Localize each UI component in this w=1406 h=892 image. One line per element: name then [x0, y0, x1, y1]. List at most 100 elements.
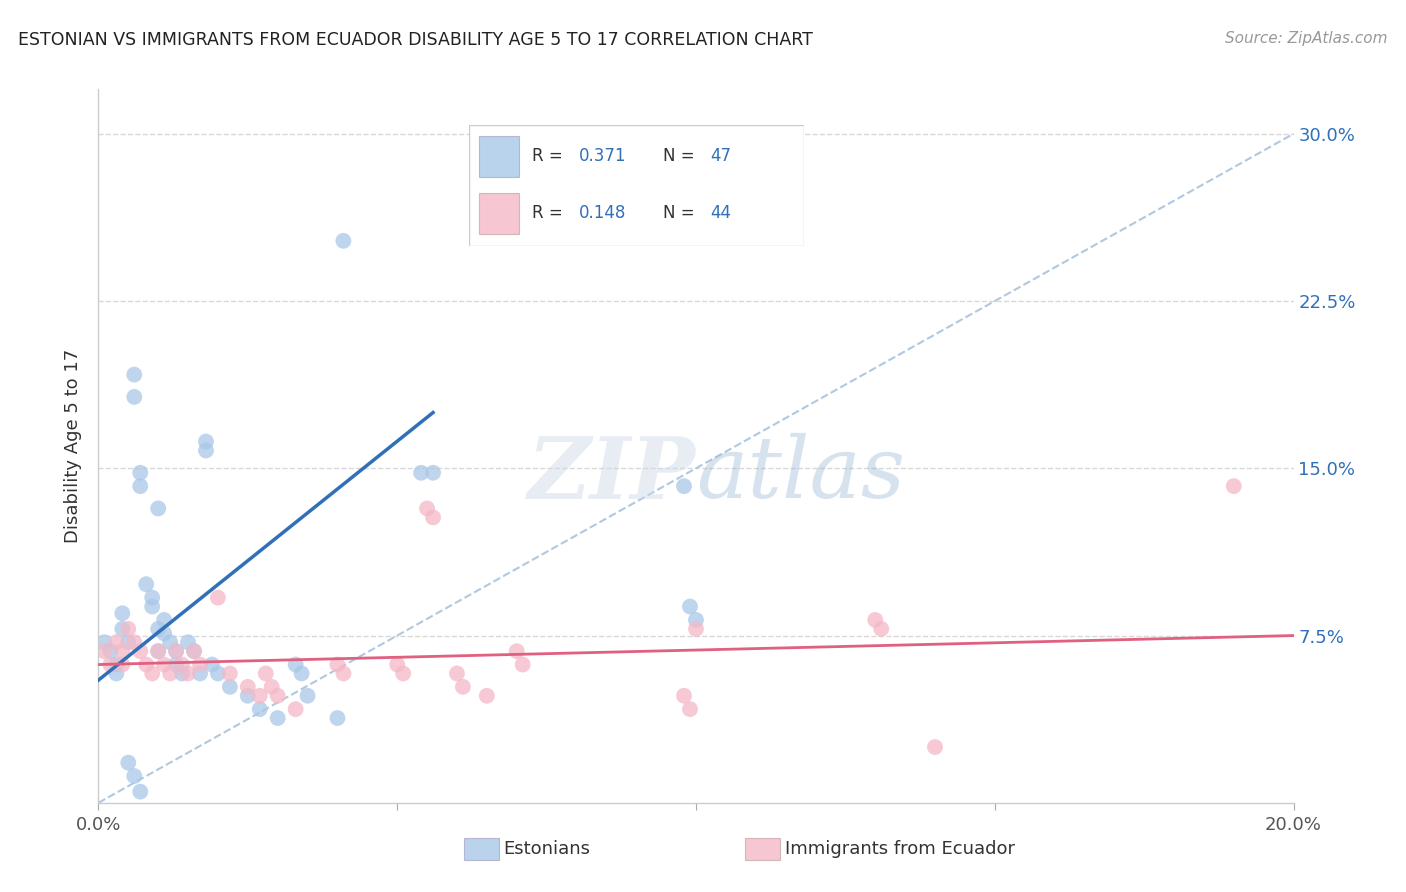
- Point: [135, 657, 157, 672]
- Point: [260, 680, 283, 694]
- Text: atlas: atlas: [696, 434, 905, 516]
- Point: [297, 689, 319, 703]
- Text: Immigrants from Ecuador: Immigrants from Ecuador: [785, 840, 1015, 858]
- Point: [129, 466, 152, 480]
- Point: [207, 666, 229, 681]
- Point: [129, 479, 152, 493]
- Point: [135, 577, 157, 591]
- Point: [254, 666, 277, 681]
- Point: [159, 666, 181, 681]
- FancyBboxPatch shape: [464, 838, 499, 860]
- Point: [153, 626, 176, 640]
- Text: ZIP: ZIP: [529, 433, 696, 516]
- Point: [188, 666, 211, 681]
- Point: [446, 666, 468, 681]
- Point: [219, 666, 242, 681]
- Point: [236, 689, 259, 703]
- Point: [685, 622, 707, 636]
- Point: [924, 740, 946, 755]
- Point: [267, 711, 290, 725]
- Point: [332, 234, 354, 248]
- Point: [111, 607, 134, 621]
- Point: [679, 702, 702, 716]
- Point: [141, 599, 163, 614]
- Point: [100, 644, 122, 658]
- Point: [165, 644, 187, 658]
- Point: [236, 680, 259, 694]
- Point: [117, 756, 139, 770]
- Point: [207, 591, 229, 605]
- Point: [124, 769, 146, 783]
- Point: [411, 466, 433, 480]
- Point: [673, 689, 696, 703]
- Point: [326, 657, 349, 672]
- Text: Estonians: Estonians: [503, 840, 591, 858]
- Point: [249, 702, 271, 716]
- Point: [93, 644, 115, 658]
- Point: [422, 510, 444, 524]
- Point: [1223, 479, 1246, 493]
- Point: [93, 635, 115, 649]
- Point: [129, 644, 152, 658]
- Point: [475, 689, 498, 703]
- Point: [105, 635, 128, 649]
- Text: ESTONIAN VS IMMIGRANTS FROM ECUADOR DISABILITY AGE 5 TO 17 CORRELATION CHART: ESTONIAN VS IMMIGRANTS FROM ECUADOR DISA…: [18, 31, 813, 49]
- Point: [148, 501, 170, 516]
- Point: [201, 657, 224, 672]
- Point: [195, 434, 218, 449]
- Point: [416, 501, 439, 516]
- Point: [165, 657, 187, 672]
- Point: [153, 657, 176, 672]
- Point: [183, 644, 205, 658]
- Point: [100, 657, 122, 672]
- Point: [148, 644, 170, 658]
- Point: [165, 644, 187, 658]
- Point: [183, 644, 205, 658]
- Point: [392, 666, 415, 681]
- Point: [172, 657, 194, 672]
- Text: 20.0%: 20.0%: [1265, 815, 1322, 834]
- Point: [422, 466, 444, 480]
- Point: [153, 613, 176, 627]
- Point: [111, 644, 134, 658]
- Point: [141, 591, 163, 605]
- Point: [326, 711, 349, 725]
- Point: [105, 666, 128, 681]
- Point: [111, 657, 134, 672]
- Text: 0.0%: 0.0%: [76, 815, 121, 834]
- Y-axis label: Disability Age 5 to 17: Disability Age 5 to 17: [65, 349, 83, 543]
- Point: [284, 657, 307, 672]
- Point: [111, 622, 134, 636]
- Point: [284, 702, 307, 716]
- Point: [451, 680, 474, 694]
- Point: [219, 680, 242, 694]
- Point: [148, 622, 170, 636]
- Point: [117, 635, 139, 649]
- Point: [124, 635, 146, 649]
- Point: [865, 613, 887, 627]
- Point: [129, 785, 152, 799]
- Point: [141, 666, 163, 681]
- Text: Source: ZipAtlas.com: Source: ZipAtlas.com: [1225, 31, 1388, 46]
- Point: [332, 666, 354, 681]
- Point: [267, 689, 290, 703]
- Point: [685, 613, 707, 627]
- Point: [148, 644, 170, 658]
- Point: [159, 635, 181, 649]
- Point: [249, 689, 271, 703]
- Point: [195, 443, 218, 458]
- Point: [177, 666, 200, 681]
- Point: [124, 390, 146, 404]
- Point: [870, 622, 893, 636]
- Point: [105, 657, 128, 672]
- FancyBboxPatch shape: [745, 838, 780, 860]
- Point: [124, 368, 146, 382]
- Point: [512, 657, 534, 672]
- Point: [679, 599, 702, 614]
- Point: [506, 644, 529, 658]
- Point: [177, 635, 200, 649]
- Point: [117, 622, 139, 636]
- Point: [172, 666, 194, 681]
- Point: [188, 657, 211, 672]
- Point: [291, 666, 314, 681]
